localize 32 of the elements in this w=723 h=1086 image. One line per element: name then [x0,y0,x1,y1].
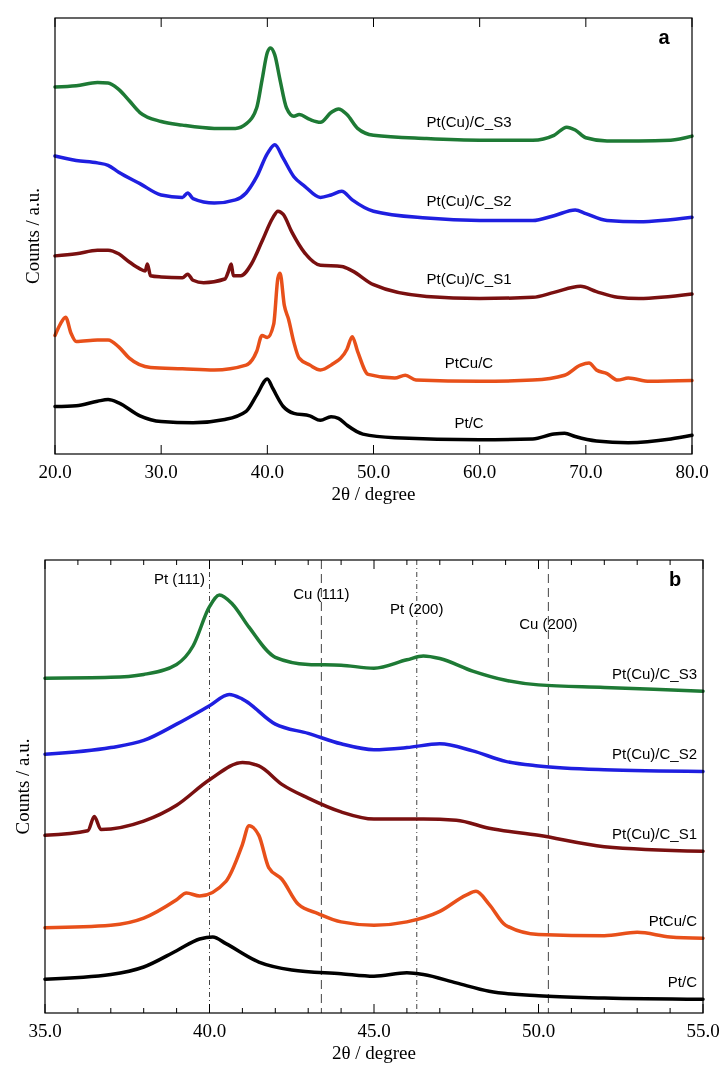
x-axis-title: 2θ / degree [331,1042,417,1063]
series-label: Pt(Cu)/C_S2 [426,192,512,210]
x-tick-label: 35.0 [28,1020,62,1041]
ref-line-label: Pt (111) [153,570,206,587]
x-tick-label: 45.0 [357,1020,391,1041]
ref-line-label: Pt (200) [390,600,444,617]
series-label: PtCu/C [444,354,494,372]
series-label: Pt(Cu)/C_S2 [611,745,697,763]
x-tick-label: 20.0 [38,461,72,482]
x-tick-label: 50.0 [521,1020,556,1041]
x-tick-label: 80.0 [675,461,709,482]
series-label: Pt(Cu)/C_S1 [611,825,697,843]
x-tick-label: 60.0 [463,461,497,482]
series-label: Pt(Cu)/C_S3 [426,112,512,130]
series-label: Pt/C [454,413,484,431]
x-axis-title: 2θ / degree [331,483,416,504]
y-axis-title: Counts / a.u. [12,738,33,835]
x-tick-label: 55.0 [686,1020,720,1041]
x-tick-label: 40.0 [250,461,284,482]
chart-title: b [668,568,682,590]
y-axis-title: Counts / a.u. [22,187,43,285]
x-tick-label: 50.0 [356,461,391,482]
x-tick-label: 30.0 [144,461,178,482]
ref-line-label: Cu (200) [519,615,578,632]
series-label: Pt(Cu)/C_S3 [611,665,697,683]
series-label: PtCu/C [648,912,698,930]
x-tick-label: 70.0 [569,461,603,482]
x-tick-label: 40.0 [192,1020,227,1041]
chart-title: a [658,26,671,48]
series-label: Pt/C [667,973,698,991]
series-label: Pt(Cu)/C_S1 [426,270,512,288]
ref-line-label: Cu (111) [293,585,350,602]
